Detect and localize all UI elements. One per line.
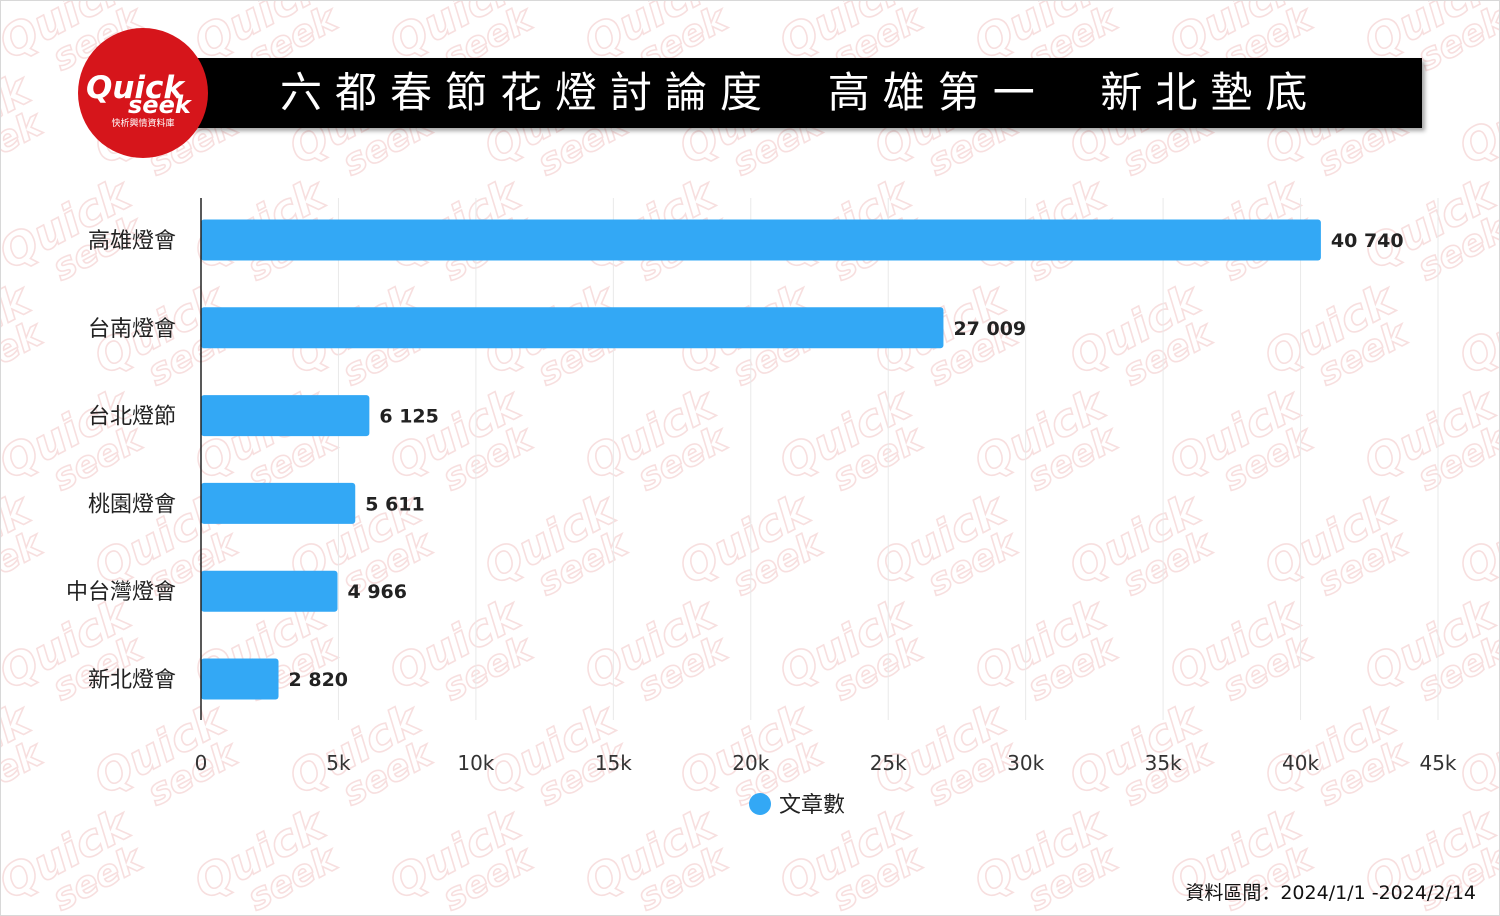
value-label: 5 611 [365, 493, 425, 515]
value-label: 2 820 [289, 669, 349, 691]
bar [201, 570, 338, 612]
chart-title: 六都春節花燈討論度 高雄第一 新北墊底 [280, 68, 1321, 117]
x-tick-label: 25k [870, 751, 907, 775]
quickseek-logo: Quick seek 快析輿情資料庫 [78, 28, 208, 158]
logo-word-bottom: seek [128, 91, 193, 119]
date-range-note: 資料區間：2024/1/1 -2024/2/14 [1185, 882, 1476, 904]
x-tick-label: 10k [457, 751, 494, 775]
value-label: 40 740 [1331, 230, 1404, 252]
category-label: 桃園燈會 [88, 492, 176, 517]
category-label: 中台灣燈會 [66, 580, 176, 605]
x-tick-label: 20k [732, 751, 769, 775]
category-label: 台南燈會 [88, 317, 176, 342]
x-tick-label: 40k [1282, 751, 1319, 775]
x-tick-label: 30k [1007, 751, 1044, 775]
bar [201, 395, 370, 437]
category-label: 台北燈節 [88, 405, 176, 430]
value-label: 4 966 [348, 581, 408, 603]
x-tick-label: 45k [1419, 751, 1456, 775]
bar [201, 658, 279, 700]
category-label: 高雄燈會 [88, 229, 176, 254]
legend-swatch [749, 793, 771, 815]
legend-label: 文章數 [779, 793, 845, 818]
x-tick-label: 0 [195, 751, 208, 775]
value-label: 27 009 [953, 318, 1026, 340]
value-label: 6 125 [379, 406, 439, 428]
bar [201, 219, 1321, 261]
x-tick-label: 35k [1145, 751, 1182, 775]
bar [201, 482, 356, 524]
logo-subtitle: 快析輿情資料庫 [111, 119, 175, 129]
title-bar: 六都春節花燈討論度 高雄第一 新北墊底 [180, 58, 1422, 128]
logo-wordmark: Quick seek [86, 70, 193, 119]
x-tick-label: 5k [326, 751, 351, 775]
logo-word-top: Quick [86, 70, 186, 106]
x-tick-label: 15k [595, 751, 632, 775]
bar [201, 307, 944, 349]
category-label: 新北燈會 [88, 668, 176, 693]
